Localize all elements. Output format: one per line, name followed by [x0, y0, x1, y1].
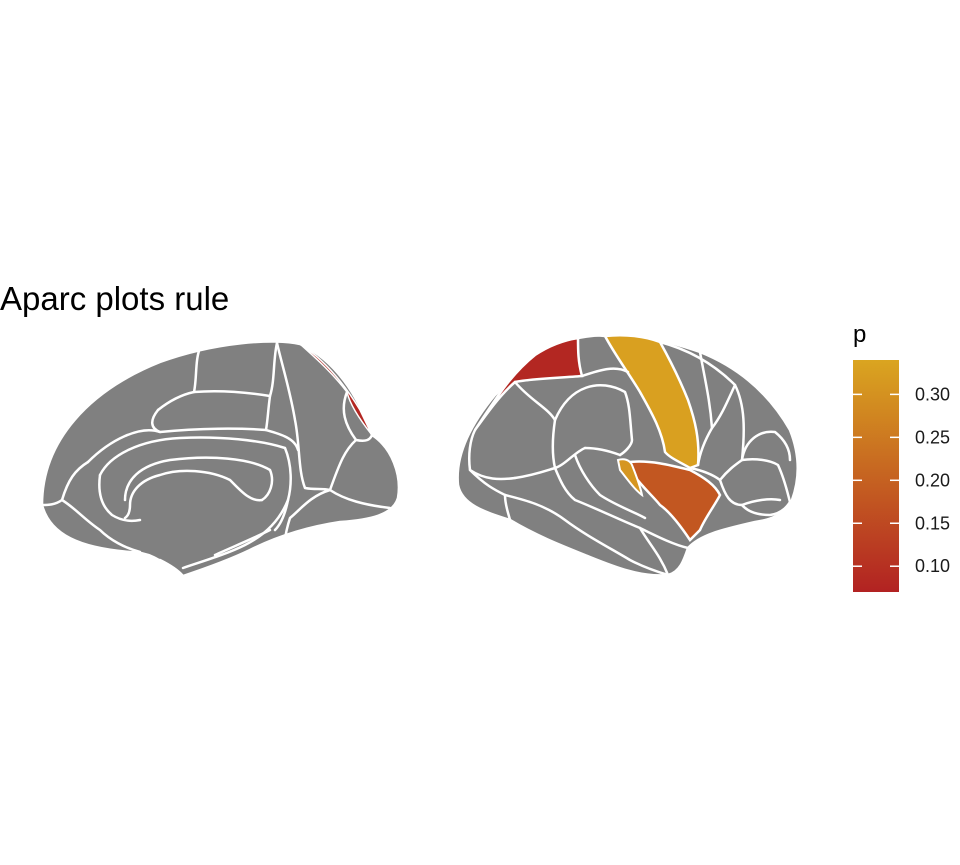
medial-boundaries	[40, 341, 392, 578]
medial-boundary	[123, 456, 274, 502]
medial-boundary	[213, 528, 272, 557]
legend-title: p	[853, 321, 867, 348]
lateral-boundary	[733, 383, 792, 504]
medial-boundary	[156, 390, 196, 412]
lateral-region-gold-small	[616, 458, 644, 498]
lateral-boundary	[553, 466, 690, 550]
medial-boundary	[181, 498, 290, 570]
lateral-boundary	[503, 493, 512, 522]
lateral-region-orange	[628, 460, 722, 542]
medial-boundary	[98, 436, 292, 532]
lateral-boundary	[740, 430, 792, 462]
medial-boundary	[328, 390, 392, 510]
colorbar-tick-label: 0.30	[915, 384, 950, 404]
plot-title: Aparc plots rule	[0, 280, 230, 317]
colorbar-tick-label: 0.25	[915, 427, 950, 447]
colorbar-tick-label: 0.20	[915, 470, 950, 490]
lateral-boundary	[740, 500, 792, 517]
colorbar-gradient	[853, 360, 899, 592]
medial-boundary	[282, 488, 332, 547]
medial-boundary	[151, 408, 300, 452]
lateral-boundary	[583, 446, 622, 457]
lateral-boundary	[553, 384, 634, 457]
medial-boundary	[123, 469, 264, 520]
medial-hemisphere	[40, 340, 401, 578]
lateral-boundary	[638, 526, 670, 577]
lateral-boundary	[503, 493, 670, 577]
lateral-boundary	[580, 367, 630, 378]
medial-boundary	[86, 429, 162, 464]
medial-boundary	[275, 341, 332, 492]
colorbar-tick-label: 0.15	[915, 513, 950, 533]
colorbar-ticks: 0.30 0.25 0.20 0.15 0.10	[853, 384, 950, 576]
lateral-boundaries	[467, 334, 792, 577]
medial-boundary	[354, 433, 374, 443]
lateral-boundary	[573, 453, 647, 520]
lateral-boundary	[576, 334, 607, 340]
medial-boundary	[158, 558, 185, 578]
colorbar-tick-label: 0.10	[915, 556, 950, 576]
medial-boundary	[98, 473, 142, 523]
lateral-boundary	[468, 468, 507, 497]
colorbar: 0.30 0.25 0.20 0.15 0.10	[853, 360, 950, 592]
lateral-boundary	[696, 350, 714, 467]
medial-boundary	[192, 341, 279, 398]
medial-boundary	[60, 498, 142, 554]
medial-region-red	[299, 343, 373, 436]
medial-boundary	[264, 394, 272, 432]
lateral-region-red	[473, 336, 584, 431]
lateral-hemisphere	[456, 333, 800, 577]
